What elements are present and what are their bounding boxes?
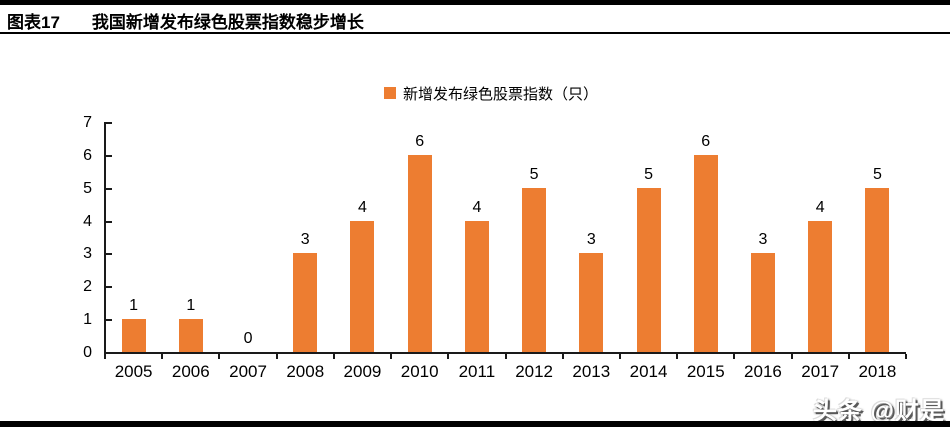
bar-value-label: 1 (129, 297, 139, 315)
figure-label: 图表17 (7, 13, 60, 32)
bar-value-label: 4 (358, 198, 367, 216)
x-axis-tick (561, 354, 564, 359)
x-axis-tick (161, 354, 164, 359)
x-axis-tick (390, 354, 393, 359)
bar (750, 253, 775, 352)
y-axis-tick (106, 122, 112, 124)
x-axis-tick (447, 354, 450, 359)
bar (693, 154, 718, 352)
x-axis-tick (275, 354, 278, 359)
y-axis-label: 7 (83, 114, 92, 131)
y-axis-label: 1 (83, 311, 92, 329)
chart-legend: 新增发布绿色股票指数（只） (105, 84, 877, 103)
y-axis-label: 0 (83, 344, 92, 361)
x-axis-label: 2010 (400, 362, 439, 381)
y-axis-label: 5 (83, 179, 92, 197)
bar (464, 220, 489, 352)
x-axis-label: 2011 (458, 362, 496, 381)
bar-value-label: 4 (472, 198, 482, 216)
x-axis-tick (218, 354, 221, 359)
bar (808, 220, 833, 352)
x-axis-label: 2014 (629, 362, 668, 381)
figure-header: 图表17 我国新增发布绿色股票指数稳步增长 (7, 8, 364, 33)
x-axis-label: 2015 (686, 362, 725, 381)
legend-label: 新增发布绿色股票指数（只） (402, 85, 598, 103)
bar-value-label: 5 (872, 165, 882, 183)
y-axis-label: 3 (83, 245, 92, 263)
x-axis-label: 2017 (801, 362, 840, 381)
bar (522, 187, 547, 352)
y-axis-label: 4 (83, 212, 92, 230)
y-axis-tick (106, 286, 112, 289)
watermark: 头条 @财是 (812, 398, 945, 425)
bar-value-label: 1 (186, 297, 196, 315)
x-axis-label: 2008 (286, 362, 325, 381)
x-axis-line (104, 352, 906, 354)
y-axis-label: 6 (83, 146, 92, 164)
bar-value-label: 6 (701, 132, 711, 150)
x-axis-tick (676, 354, 679, 359)
x-axis-tick (790, 354, 793, 359)
y-axis-tick (106, 253, 112, 256)
y-axis-label: 2 (83, 278, 92, 296)
header-divider (0, 32, 950, 34)
bar (350, 220, 375, 352)
x-axis-label: 2012 (515, 362, 554, 381)
bar (865, 187, 890, 352)
bar (579, 253, 604, 352)
bar-value-label: 4 (815, 198, 825, 216)
x-axis-label: 2006 (171, 362, 210, 381)
x-axis-label: 2005 (114, 362, 153, 381)
bar-value-label: 0 (243, 330, 253, 347)
x-axis-tick (332, 354, 335, 359)
y-axis-tick (106, 187, 112, 190)
bar-value-label: 3 (300, 231, 310, 249)
y-axis-tick (106, 154, 112, 157)
y-axis-line (104, 122, 106, 354)
bar-value-label: 5 (644, 165, 653, 183)
bar (407, 154, 432, 352)
bar (178, 319, 203, 352)
x-axis-tick (847, 354, 850, 359)
x-axis-label: 2007 (229, 362, 267, 381)
x-axis-tick (104, 354, 106, 359)
figure-title: 我国新增发布绿色股票指数稳步增长 (91, 13, 364, 32)
bar (121, 319, 146, 352)
x-axis-label: 2009 (343, 362, 382, 381)
x-axis-label: 2016 (744, 362, 782, 381)
y-axis-tick (106, 220, 112, 223)
bar-value-label: 3 (758, 231, 768, 249)
x-axis-tick (733, 354, 736, 359)
bar (636, 187, 661, 352)
x-axis-label: 2018 (858, 362, 897, 381)
bar (293, 253, 318, 352)
top-rule (0, 0, 950, 5)
x-axis-tick (618, 354, 621, 359)
bar-value-label: 6 (415, 132, 425, 150)
legend-swatch-icon (383, 87, 396, 99)
y-axis-tick (106, 319, 112, 322)
bottom-rule (0, 421, 950, 427)
bar-value-label: 3 (586, 231, 596, 249)
bar-value-label: 5 (529, 165, 539, 183)
x-axis-label: 2013 (572, 362, 611, 381)
x-axis-tick (905, 354, 907, 359)
x-axis-tick (504, 354, 507, 359)
